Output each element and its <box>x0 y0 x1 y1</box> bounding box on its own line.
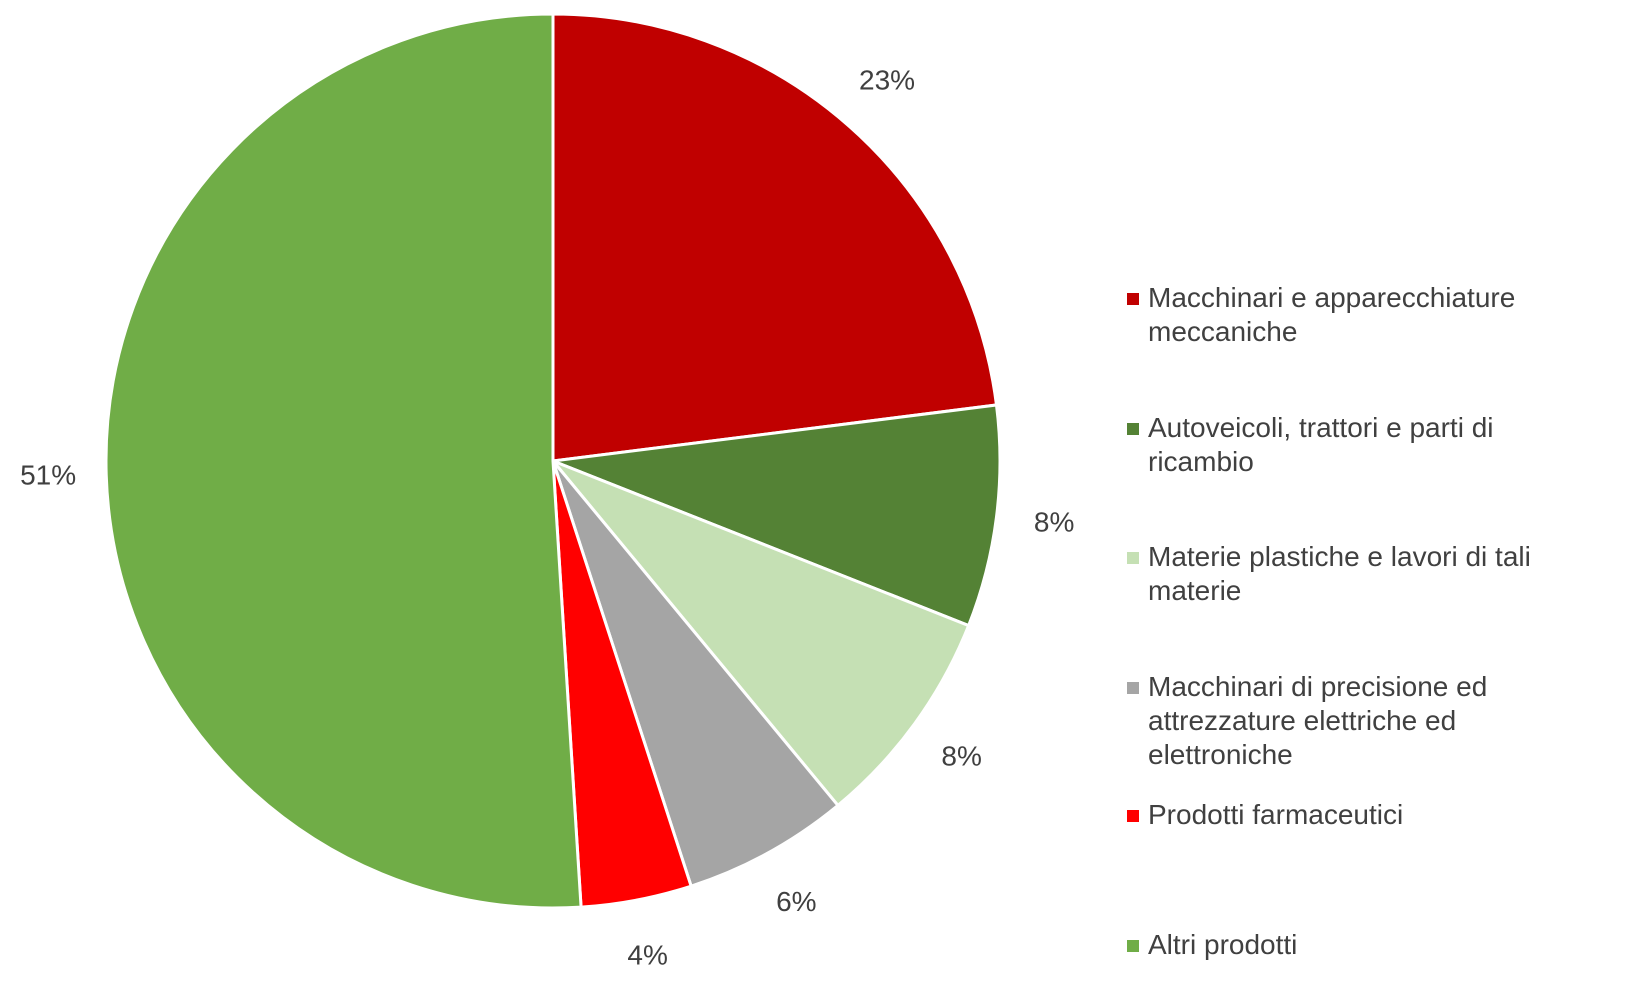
legend-label: Macchinari e apparecchiature meccaniche <box>1148 282 1516 347</box>
legend-item: Macchinari e apparecchiature meccaniche <box>1127 281 1597 349</box>
data-label: 4% <box>627 940 667 971</box>
legend-label: Materie plastiche e lavori di tali mater… <box>1148 541 1531 606</box>
pie-slice <box>551 460 841 889</box>
data-label: 8% <box>1034 507 1074 538</box>
pie-slice <box>551 459 971 808</box>
legend-label: Altri prodotti <box>1148 929 1298 960</box>
pie-slice <box>104 12 583 910</box>
legend-swatch <box>1127 810 1139 822</box>
legend-item: Macchinari di precisione ed attrezzature… <box>1127 670 1597 772</box>
data-label: 6% <box>776 886 816 917</box>
legend-item: Prodotti farmaceutici <box>1127 798 1597 832</box>
legend-label: Macchinari di precisione ed attrezzature… <box>1148 671 1488 770</box>
legend-item: Materie plastiche e lavori di tali mater… <box>1127 540 1597 608</box>
legend-swatch <box>1127 293 1139 305</box>
legend-item: Altri prodotti <box>1127 928 1597 962</box>
pie-slice <box>552 403 1002 628</box>
legend-swatch <box>1127 552 1139 564</box>
pie-slice <box>551 12 999 463</box>
legend-item: Autoveicoli, trattori e parti di ricambi… <box>1127 411 1597 479</box>
data-label: 23% <box>859 65 915 96</box>
data-label: 51% <box>20 459 76 490</box>
data-label: 8% <box>941 740 981 771</box>
legend-swatch <box>1127 940 1139 952</box>
legend-label: Prodotti farmaceutici <box>1148 799 1404 830</box>
legend-swatch <box>1127 423 1139 435</box>
legend-label: Autoveicoli, trattori e parti di ricambi… <box>1148 412 1494 477</box>
legend-swatch <box>1127 682 1139 694</box>
